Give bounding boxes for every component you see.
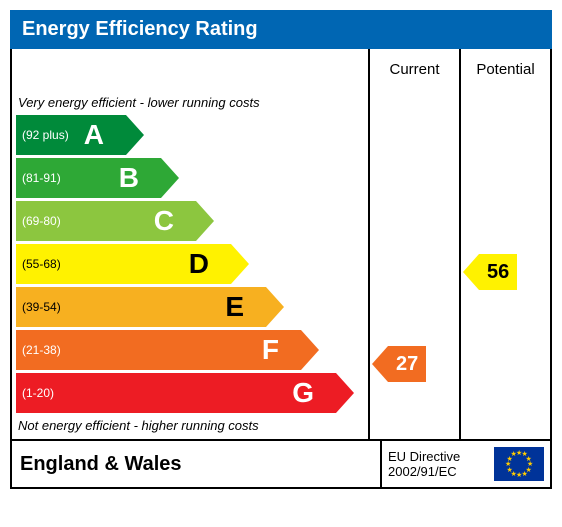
band-bar-g: (1-20) G — [16, 373, 336, 413]
band-arrow-g — [336, 373, 354, 413]
main-box: Current Potential Very energy efficient … — [10, 49, 552, 489]
potential-rating-value: 56 — [479, 254, 517, 290]
directive-line1: EU Directive — [388, 449, 460, 464]
band-d: (55-68) D — [16, 244, 368, 284]
band-g: (1-20) G — [16, 373, 368, 413]
band-range-c: (69-80) — [16, 214, 61, 228]
caption-top: Very energy efficient - lower running co… — [12, 93, 368, 112]
band-arrow-c — [196, 201, 214, 241]
current-rating-value: 27 — [388, 346, 426, 382]
header-current: Current — [370, 49, 461, 89]
header-bands-col — [12, 49, 370, 89]
potential-rating-arrow: 56 — [463, 254, 517, 290]
band-arrow-a — [126, 115, 144, 155]
band-bar-e: (39-54) E — [16, 287, 266, 327]
band-range-b: (81-91) — [16, 171, 61, 185]
footer-directive: EU Directive 2002/91/EC ★★★★★★★★★★★★ — [382, 441, 550, 487]
band-arrow-e — [266, 287, 284, 327]
band-letter-e: E — [225, 291, 244, 323]
band-a: (92 plus) A — [16, 115, 368, 155]
title-bar: Energy Efficiency Rating — [10, 10, 552, 49]
band-e: (39-54) E — [16, 287, 368, 327]
band-bar-a: (92 plus) A — [16, 115, 126, 155]
footer-row: England & Wales EU Directive 2002/91/EC … — [12, 439, 550, 487]
band-b: (81-91) B — [16, 158, 368, 198]
eu-star: ★ — [511, 450, 517, 458]
band-range-g: (1-20) — [16, 386, 54, 400]
band-bar-d: (55-68) D — [16, 244, 231, 284]
band-range-a: (92 plus) — [16, 128, 69, 142]
band-range-e: (39-54) — [16, 300, 61, 314]
current-arrow-point — [372, 346, 388, 382]
directive-line2: 2002/91/EC — [388, 464, 460, 479]
eu-flag-icon: ★★★★★★★★★★★★ — [494, 447, 544, 481]
band-c: (69-80) C — [16, 201, 368, 241]
footer-region: England & Wales — [12, 441, 382, 487]
caption-bottom: Not energy efficient - higher running co… — [12, 416, 368, 435]
band-letter-f: F — [262, 334, 279, 366]
band-arrow-b — [161, 158, 179, 198]
band-f: (21-38) F — [16, 330, 368, 370]
band-arrow-d — [231, 244, 249, 284]
band-bar-c: (69-80) C — [16, 201, 196, 241]
eu-star: ★ — [522, 470, 528, 478]
chart-body: Very energy efficient - lower running co… — [12, 89, 550, 439]
band-range-d: (55-68) — [16, 257, 61, 271]
band-letter-g: G — [292, 377, 314, 409]
band-bar-b: (81-91) B — [16, 158, 161, 198]
band-range-f: (21-38) — [16, 343, 61, 357]
epc-chart: Energy Efficiency Rating Current Potenti… — [10, 10, 552, 489]
current-rating-arrow: 27 — [372, 346, 426, 382]
potential-arrow-point — [463, 254, 479, 290]
header-row: Current Potential — [12, 49, 550, 89]
band-letter-a: A — [84, 119, 104, 151]
band-arrow-f — [301, 330, 319, 370]
header-potential: Potential — [461, 49, 550, 89]
band-letter-d: D — [189, 248, 209, 280]
band-letter-b: B — [119, 162, 139, 194]
band-bar-f: (21-38) F — [16, 330, 301, 370]
bands-area: Very energy efficient - lower running co… — [12, 89, 370, 439]
potential-column: 56 — [461, 89, 550, 439]
band-letter-c: C — [154, 205, 174, 237]
current-column: 27 — [370, 89, 461, 439]
